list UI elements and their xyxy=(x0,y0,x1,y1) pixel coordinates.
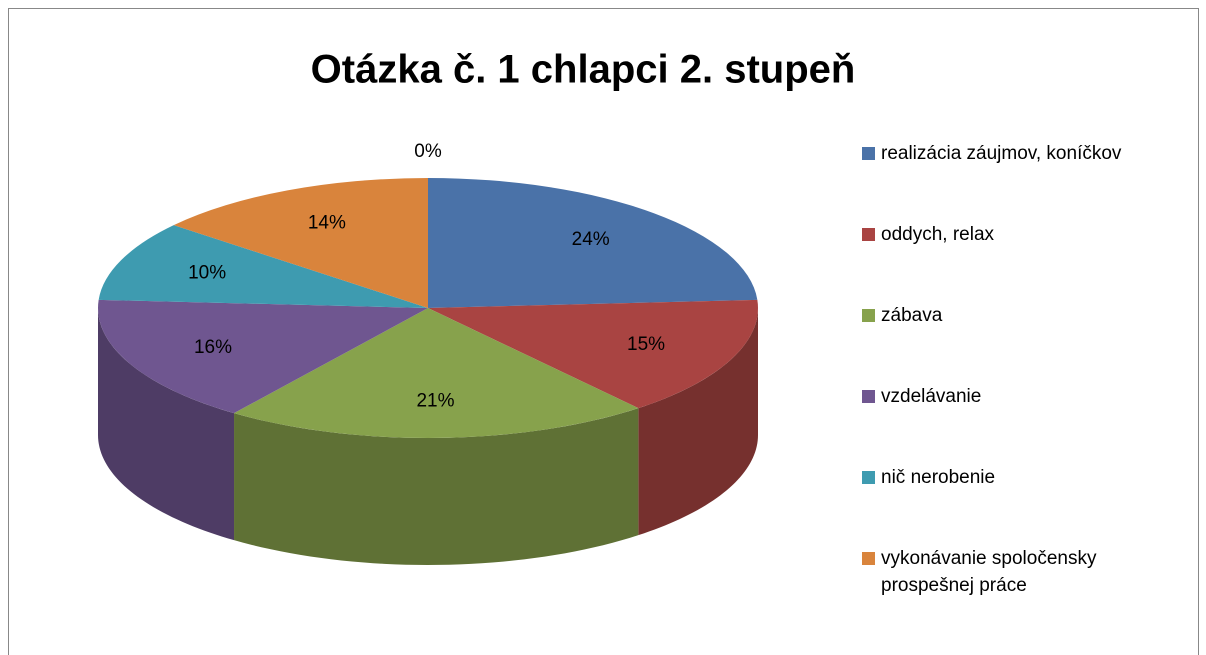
legend-label: realizácia záujmov, koníčkov xyxy=(881,143,1122,164)
legend-item: oddych, relax xyxy=(860,221,994,248)
legend-swatch xyxy=(862,309,875,322)
data-label: 24% xyxy=(572,229,610,250)
data-label: 15% xyxy=(627,334,665,355)
pie-slice xyxy=(428,299,758,409)
legend-item: realizácia záujmov, koníčkov xyxy=(860,140,1121,167)
legend-item: nič nerobenie xyxy=(860,464,995,491)
pie-slice xyxy=(173,178,428,308)
pie-sides xyxy=(98,308,758,565)
pie-slice xyxy=(98,225,428,308)
pie-side xyxy=(234,408,639,565)
pie-tops xyxy=(98,178,758,438)
legend-swatch xyxy=(862,147,875,160)
legend-item: vzdelávanie xyxy=(860,383,981,410)
data-label: 21% xyxy=(416,391,454,412)
chart-title: Otázka č. 1 chlapci 2. stupeň xyxy=(311,48,856,92)
data-labels: 24% 15% 21% 16% 10% 14% 0% xyxy=(188,141,665,412)
data-label: 14% xyxy=(308,212,346,233)
chart-border xyxy=(8,8,1199,655)
data-label: 16% xyxy=(194,337,232,358)
pie-slice xyxy=(234,308,639,438)
legend-item: vykonávanie spoločensky prospešnej práce xyxy=(860,545,1171,599)
legend-swatch xyxy=(862,390,875,403)
pie-slice xyxy=(428,178,758,308)
legend-item: zábava xyxy=(860,302,942,329)
legend-label: vzdelávanie xyxy=(881,386,982,407)
legend-swatch xyxy=(862,471,875,484)
legend-label: nič nerobenie xyxy=(881,467,996,488)
legend-label: vykonávanie spoločensky prospešnej práce xyxy=(881,548,1097,596)
pie-side xyxy=(98,308,235,541)
pie-side xyxy=(638,308,758,536)
data-label: 0% xyxy=(414,141,442,162)
legend-swatch xyxy=(862,228,875,241)
pie-slice xyxy=(98,299,429,414)
legend-label: zábava xyxy=(881,305,943,326)
data-label: 10% xyxy=(188,263,226,284)
legend-swatch xyxy=(862,552,875,565)
legend-label: oddych, relax xyxy=(881,224,995,245)
